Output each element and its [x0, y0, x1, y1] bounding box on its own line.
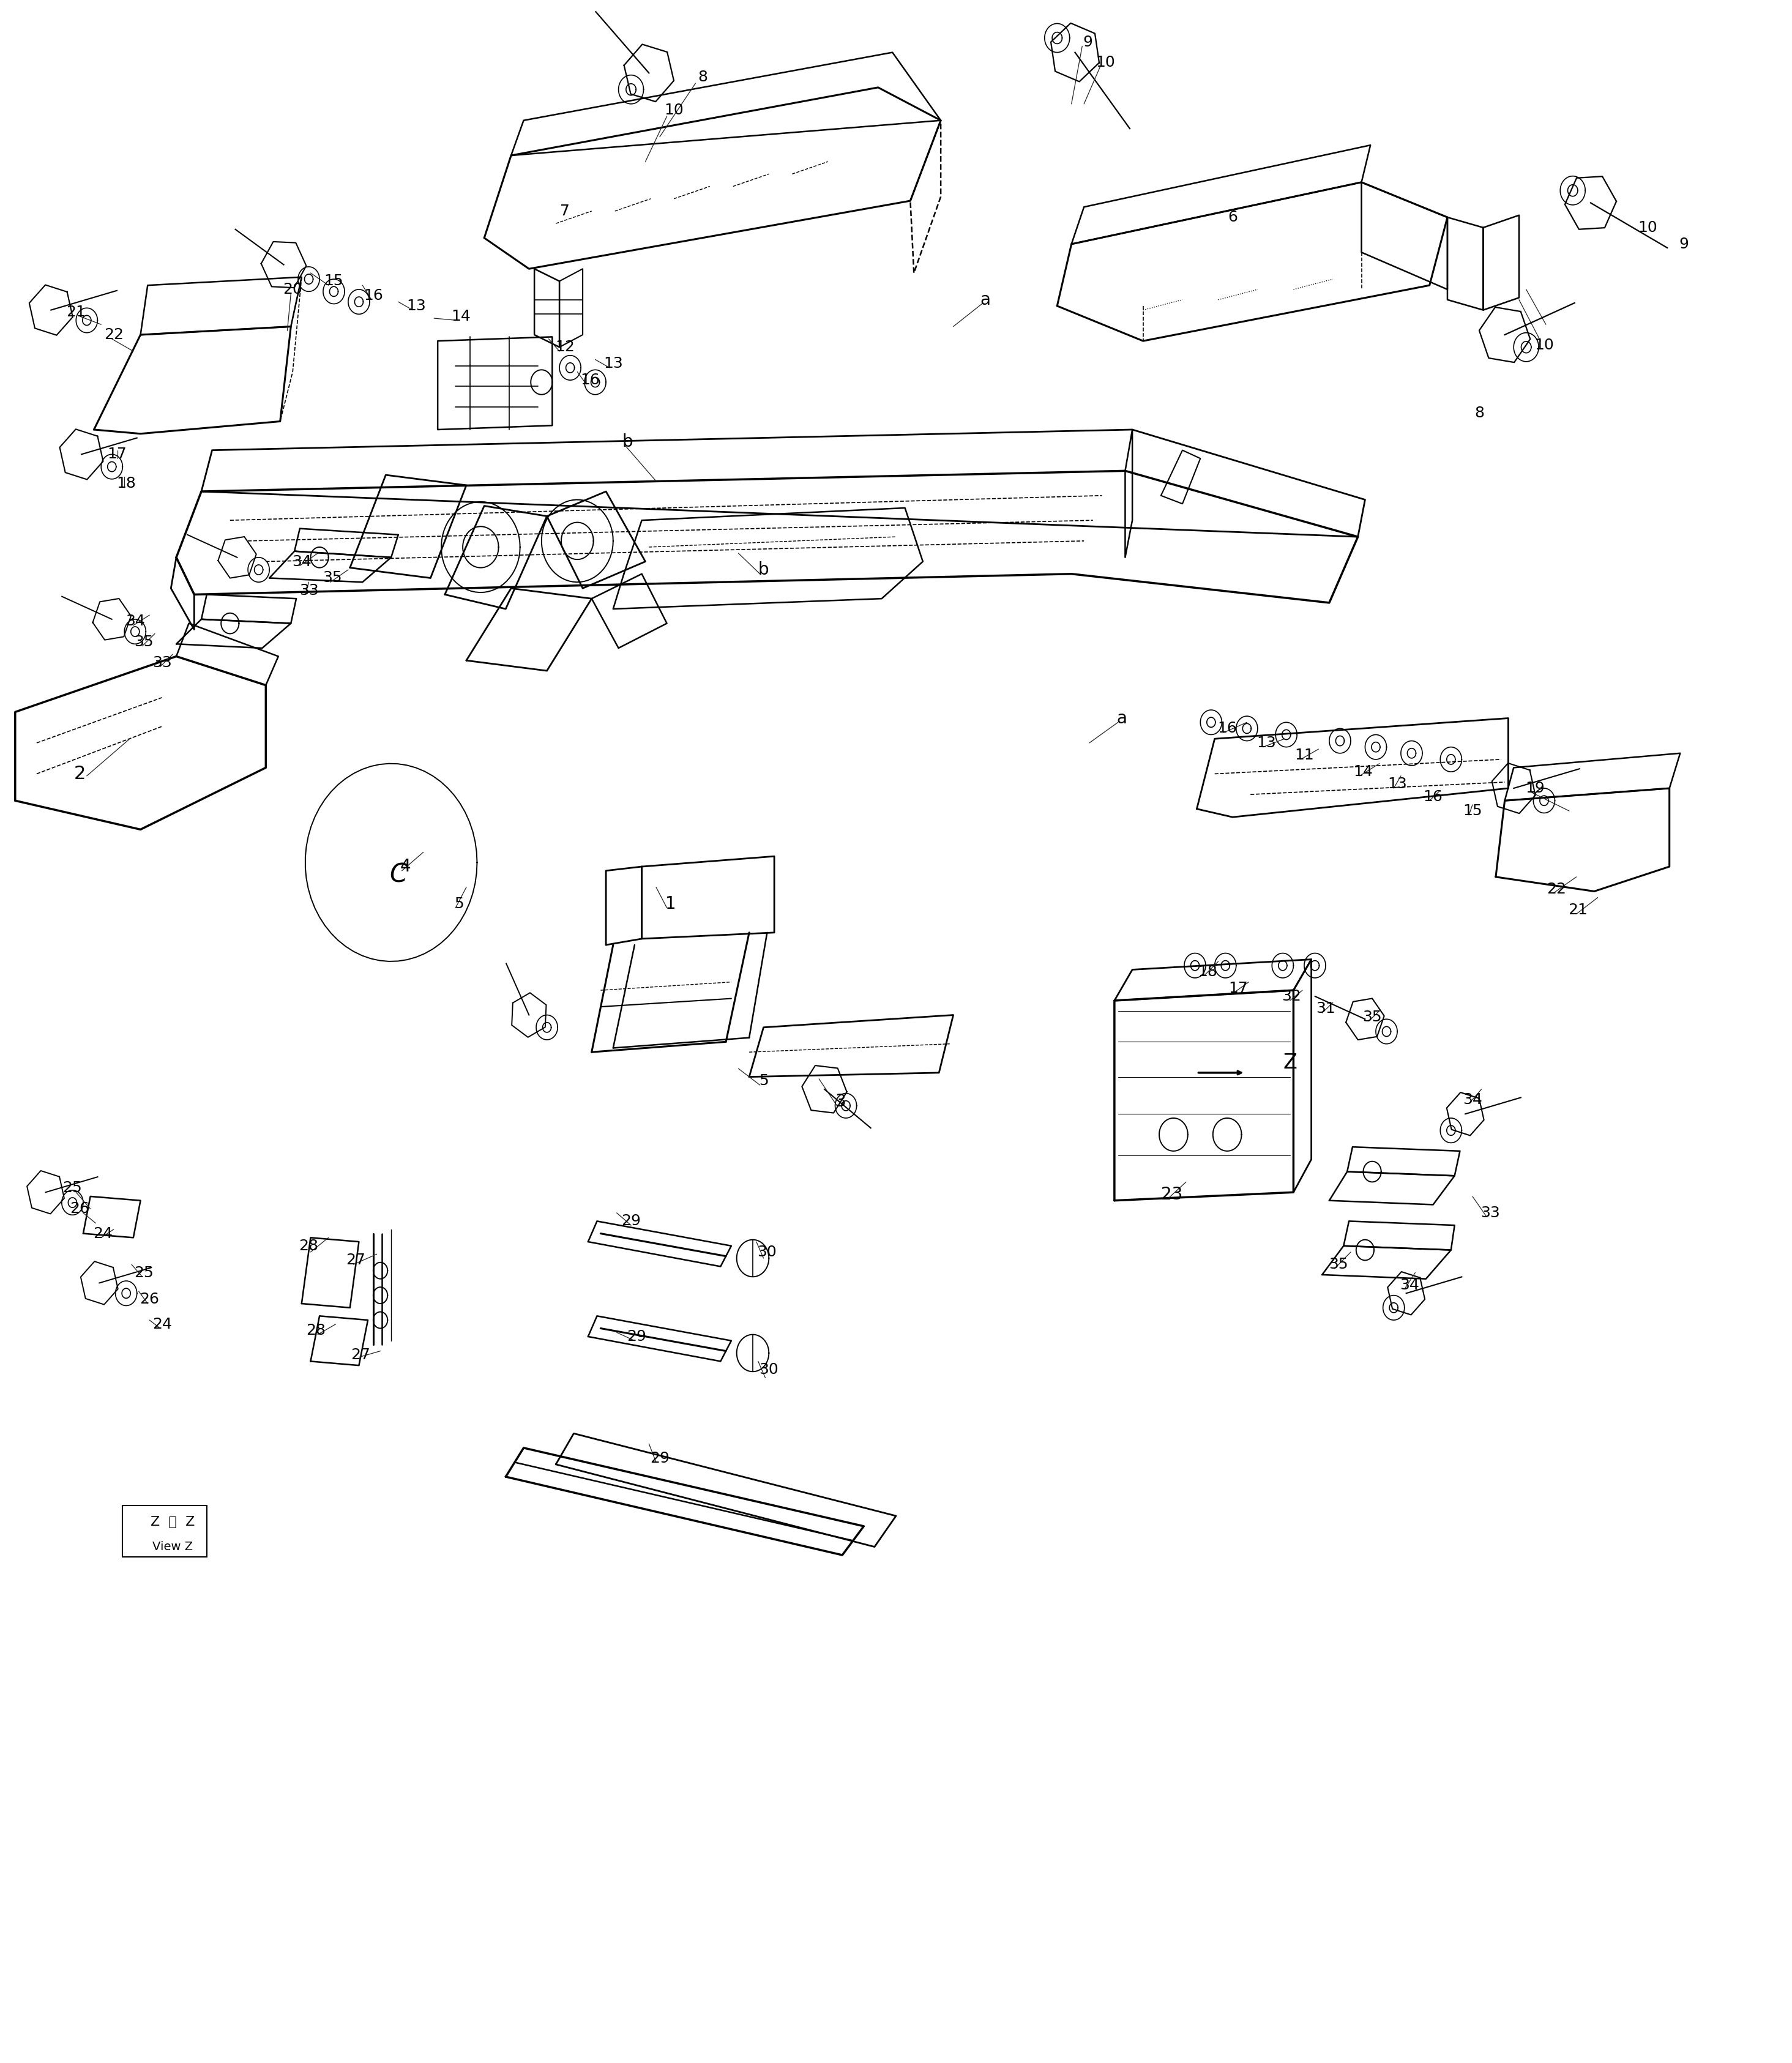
- Text: 16: 16: [1423, 790, 1443, 805]
- Text: 13: 13: [1387, 778, 1407, 792]
- Text: 8: 8: [697, 70, 708, 85]
- Text: 24: 24: [152, 1316, 172, 1331]
- Text: 6: 6: [1228, 210, 1238, 225]
- Text: 10: 10: [1534, 338, 1554, 353]
- Text: b: b: [622, 433, 633, 450]
- Text: 16: 16: [1217, 722, 1236, 736]
- Text: 22: 22: [104, 328, 124, 342]
- Text: 23: 23: [1161, 1186, 1183, 1203]
- Text: 21: 21: [1568, 902, 1588, 918]
- Text: 1: 1: [665, 895, 676, 912]
- Text: b: b: [758, 561, 769, 578]
- Text: 26: 26: [70, 1201, 90, 1215]
- Text: 11: 11: [1294, 749, 1314, 763]
- Text: 12: 12: [556, 340, 575, 355]
- Text: Z  初  Z: Z 初 Z: [151, 1516, 195, 1529]
- Text: 18: 18: [1197, 963, 1217, 980]
- Text: 30: 30: [758, 1244, 776, 1258]
- Text: 32: 32: [1281, 988, 1301, 1005]
- Text: 28: 28: [299, 1238, 319, 1252]
- Text: 34: 34: [1462, 1091, 1482, 1108]
- Text: 35: 35: [134, 635, 154, 650]
- Text: a: a: [980, 291, 991, 307]
- Text: 28: 28: [306, 1322, 326, 1337]
- Text: a: a: [1116, 710, 1127, 726]
- Text: 8: 8: [1475, 406, 1484, 421]
- Text: 10: 10: [1095, 56, 1115, 70]
- Text: 10: 10: [1638, 221, 1658, 235]
- Text: 7: 7: [559, 204, 570, 219]
- Text: 29: 29: [650, 1450, 670, 1465]
- Text: 14: 14: [452, 309, 471, 324]
- Text: 34: 34: [125, 615, 145, 629]
- Text: 15: 15: [1462, 805, 1482, 819]
- Text: 18: 18: [116, 477, 136, 491]
- Text: 27: 27: [351, 1347, 371, 1362]
- Text: 16: 16: [581, 373, 600, 388]
- Text: C: C: [389, 862, 407, 887]
- Text: 25: 25: [63, 1180, 82, 1194]
- Text: 24: 24: [93, 1225, 113, 1240]
- Text: 35: 35: [1328, 1256, 1348, 1271]
- Text: Z: Z: [1283, 1052, 1297, 1073]
- Text: 34: 34: [292, 555, 312, 569]
- Text: 14: 14: [1353, 765, 1373, 780]
- Text: 5: 5: [758, 1073, 769, 1089]
- Text: 29: 29: [622, 1213, 642, 1227]
- Text: 17: 17: [108, 448, 127, 462]
- Text: 16: 16: [364, 289, 383, 303]
- Text: 2: 2: [73, 765, 86, 782]
- Text: 33: 33: [299, 584, 319, 598]
- Text: 17: 17: [1228, 980, 1247, 996]
- Text: 4: 4: [400, 858, 410, 875]
- Text: 22: 22: [1546, 881, 1566, 897]
- Text: 30: 30: [760, 1362, 778, 1376]
- Text: 13: 13: [604, 357, 624, 371]
- Text: 15: 15: [324, 274, 344, 289]
- Text: 27: 27: [346, 1252, 366, 1267]
- Text: 5: 5: [455, 895, 464, 912]
- Text: 31: 31: [1315, 1001, 1335, 1017]
- Text: 35: 35: [1362, 1009, 1382, 1025]
- Text: 13: 13: [407, 299, 426, 314]
- Text: 9: 9: [1679, 237, 1688, 252]
- Text: 19: 19: [1525, 782, 1545, 796]
- Text: 25: 25: [134, 1265, 154, 1279]
- Text: 13: 13: [1256, 736, 1276, 751]
- Text: 34: 34: [1400, 1277, 1419, 1291]
- Text: 29: 29: [627, 1329, 647, 1343]
- Text: 21: 21: [66, 305, 86, 320]
- Text: 9: 9: [1082, 35, 1093, 50]
- Text: 3: 3: [835, 1093, 846, 1110]
- Text: 20: 20: [283, 283, 303, 297]
- Text: 10: 10: [665, 103, 685, 118]
- Text: 35: 35: [323, 571, 342, 586]
- Text: 26: 26: [140, 1291, 159, 1306]
- Text: 33: 33: [1480, 1205, 1500, 1219]
- Text: 33: 33: [152, 656, 172, 670]
- Text: View Z: View Z: [152, 1541, 194, 1553]
